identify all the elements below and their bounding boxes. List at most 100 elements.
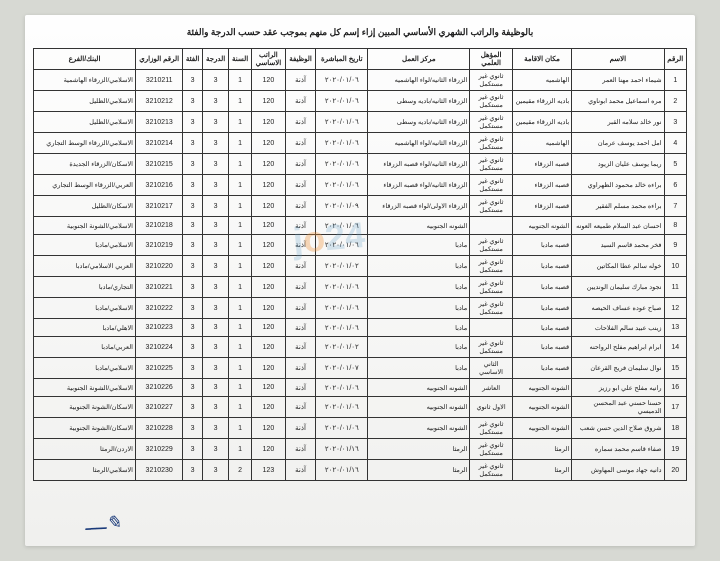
cell: ٢٠٢٠/٠١/٠٦ bbox=[316, 217, 368, 235]
cell: 120 bbox=[251, 175, 285, 196]
cell: آذنة bbox=[285, 397, 315, 418]
cell: آذنة bbox=[285, 154, 315, 175]
col-grade: الدرجة bbox=[202, 49, 228, 70]
signature: ✎ــــ bbox=[84, 512, 121, 535]
cell: ٢٠٢٠/٠١/٠٧ bbox=[316, 358, 368, 379]
cell: ثانوي غير مستكمل bbox=[470, 460, 513, 481]
cell: ٢٠٢٠/٠١/٠٦ bbox=[316, 235, 368, 256]
col-minno: الرقم الوزاري bbox=[135, 49, 182, 70]
cell: ٢٠٢٠/٠١/٠٦ bbox=[316, 379, 368, 397]
cell: 3 bbox=[183, 175, 203, 196]
cell: الاسكان/الظليل bbox=[34, 196, 136, 217]
cell: 120 bbox=[251, 91, 285, 112]
cell: 120 bbox=[251, 112, 285, 133]
cell: مادبا bbox=[368, 235, 470, 256]
cell: 7 bbox=[664, 196, 686, 217]
cell: آذنة bbox=[285, 196, 315, 217]
cell: الزرقاء الثانيه/باديه وسطى bbox=[368, 112, 470, 133]
cell: 1 bbox=[229, 217, 252, 235]
cell: الزرقاء الثانيه/لواء قصبه الزرقاء bbox=[368, 154, 470, 175]
cell: 1 bbox=[229, 358, 252, 379]
cell: الاهلي/مادبا bbox=[34, 319, 136, 337]
cell: 3210213 bbox=[135, 112, 182, 133]
cell: ٢٠٢٠/٠١/٠٦ bbox=[316, 154, 368, 175]
cell: قصبه مادبا bbox=[512, 277, 571, 298]
cell: 3 bbox=[202, 235, 228, 256]
cell: الزرقاء الثانيه/لواء الهاشميه bbox=[368, 70, 470, 91]
cell: مادبا bbox=[368, 358, 470, 379]
cell: ٢٠٢٠/٠١/٠٦ bbox=[316, 397, 368, 418]
cell: 3 bbox=[202, 277, 228, 298]
cell: 18 bbox=[664, 418, 686, 439]
cell: نور خالد سلامه القبر bbox=[572, 112, 664, 133]
cell: حسنا حسني عبد المحسن الدميسي bbox=[572, 397, 664, 418]
cell: الشونه الجنوبيه bbox=[512, 418, 571, 439]
cell: آذنة bbox=[285, 418, 315, 439]
cell: مادبا bbox=[368, 319, 470, 337]
cell: 3 bbox=[202, 196, 228, 217]
cell: آذنة bbox=[285, 460, 315, 481]
table-row: 11نجود مبارك سليمان الونديينقصبه مادباثا… bbox=[34, 277, 687, 298]
cell: آذنة bbox=[285, 91, 315, 112]
cell: 120 bbox=[251, 379, 285, 397]
cell: 3 bbox=[183, 91, 203, 112]
cell: الاول ثانوي bbox=[470, 397, 513, 418]
cell: آذنة bbox=[285, 70, 315, 91]
cell: 1 bbox=[229, 439, 252, 460]
cell: الاسلامي/مادبا bbox=[34, 358, 136, 379]
cell: الشونه الجنوبيه bbox=[368, 397, 470, 418]
cell: براءه محمد مسلم الفقير bbox=[572, 196, 664, 217]
cell: ثانوي غير مستكمل bbox=[470, 418, 513, 439]
cell: الاسلامي/الشونة الجنوبية bbox=[34, 379, 136, 397]
cell: نجود مبارك سليمان الونديين bbox=[572, 277, 664, 298]
cell: 1 bbox=[229, 70, 252, 91]
cell: 3 bbox=[183, 418, 203, 439]
table-row: 12صباح عوده عساف الحيصهقصبه مادباثانوي غ… bbox=[34, 298, 687, 319]
cell: 3 bbox=[183, 235, 203, 256]
cell: 1 bbox=[229, 133, 252, 154]
cell: 3 bbox=[202, 337, 228, 358]
cell: ثانوي غير مستكمل bbox=[470, 154, 513, 175]
cell: 15 bbox=[664, 358, 686, 379]
cell: 3 bbox=[202, 256, 228, 277]
cell: 3 bbox=[202, 175, 228, 196]
cell: التجاري/مادبا bbox=[34, 277, 136, 298]
cell: ثانوي غير مستكمل bbox=[470, 277, 513, 298]
col-date: تاريخ المباشرة bbox=[316, 49, 368, 70]
cell: ثانوي غير مستكمل bbox=[470, 91, 513, 112]
cell: آذنة bbox=[285, 133, 315, 154]
cell: الزرقاء الاولى/لواء قصبه الزرقاء bbox=[368, 196, 470, 217]
cell: الرمثا bbox=[512, 460, 571, 481]
cell: 3 bbox=[183, 217, 203, 235]
cell: 120 bbox=[251, 154, 285, 175]
cell: آذنة bbox=[285, 235, 315, 256]
cell: 3 bbox=[202, 133, 228, 154]
table-row: 18شروق صلاح الدين حسن شعبالشونه الجنوبيه… bbox=[34, 418, 687, 439]
cell: زينب عبيد سالم الفلاحات bbox=[572, 319, 664, 337]
cell: 11 bbox=[664, 277, 686, 298]
table-row: 9فخر محمد قاسم السيدقصبه مادباثانوي غير … bbox=[34, 235, 687, 256]
cell: 3210227 bbox=[135, 397, 182, 418]
cell: 19 bbox=[664, 439, 686, 460]
cell: 1 bbox=[229, 277, 252, 298]
cell: 1 bbox=[229, 112, 252, 133]
col-center: مركز العمل bbox=[368, 49, 470, 70]
cell: آذنة bbox=[285, 379, 315, 397]
cell: 3 bbox=[202, 379, 228, 397]
cell: الرمثا bbox=[512, 439, 571, 460]
cell: 3210212 bbox=[135, 91, 182, 112]
cell: 3 bbox=[664, 112, 686, 133]
cell: 3 bbox=[202, 358, 228, 379]
cell: 8 bbox=[664, 217, 686, 235]
col-bank: البنك/الفرع bbox=[34, 49, 136, 70]
cell: 120 bbox=[251, 337, 285, 358]
cell: 3 bbox=[183, 439, 203, 460]
cell: ٢٠٢٠/٠١/٠٦ bbox=[316, 91, 368, 112]
table-row: 7براءه محمد مسلم الفقيرقصبه الزرقاءثانوي… bbox=[34, 196, 687, 217]
cell: 3210226 bbox=[135, 379, 182, 397]
cell: قصبه مادبا bbox=[512, 298, 571, 319]
table-row: 16رانيه مفلح علي ابو رزيزالشونه الجنوبيه… bbox=[34, 379, 687, 397]
cell: الزرقاء الثانيه/لواء قصبه الزرقاء bbox=[368, 175, 470, 196]
cell: ثانوي غير مستكمل bbox=[470, 256, 513, 277]
cell: 3 bbox=[202, 154, 228, 175]
